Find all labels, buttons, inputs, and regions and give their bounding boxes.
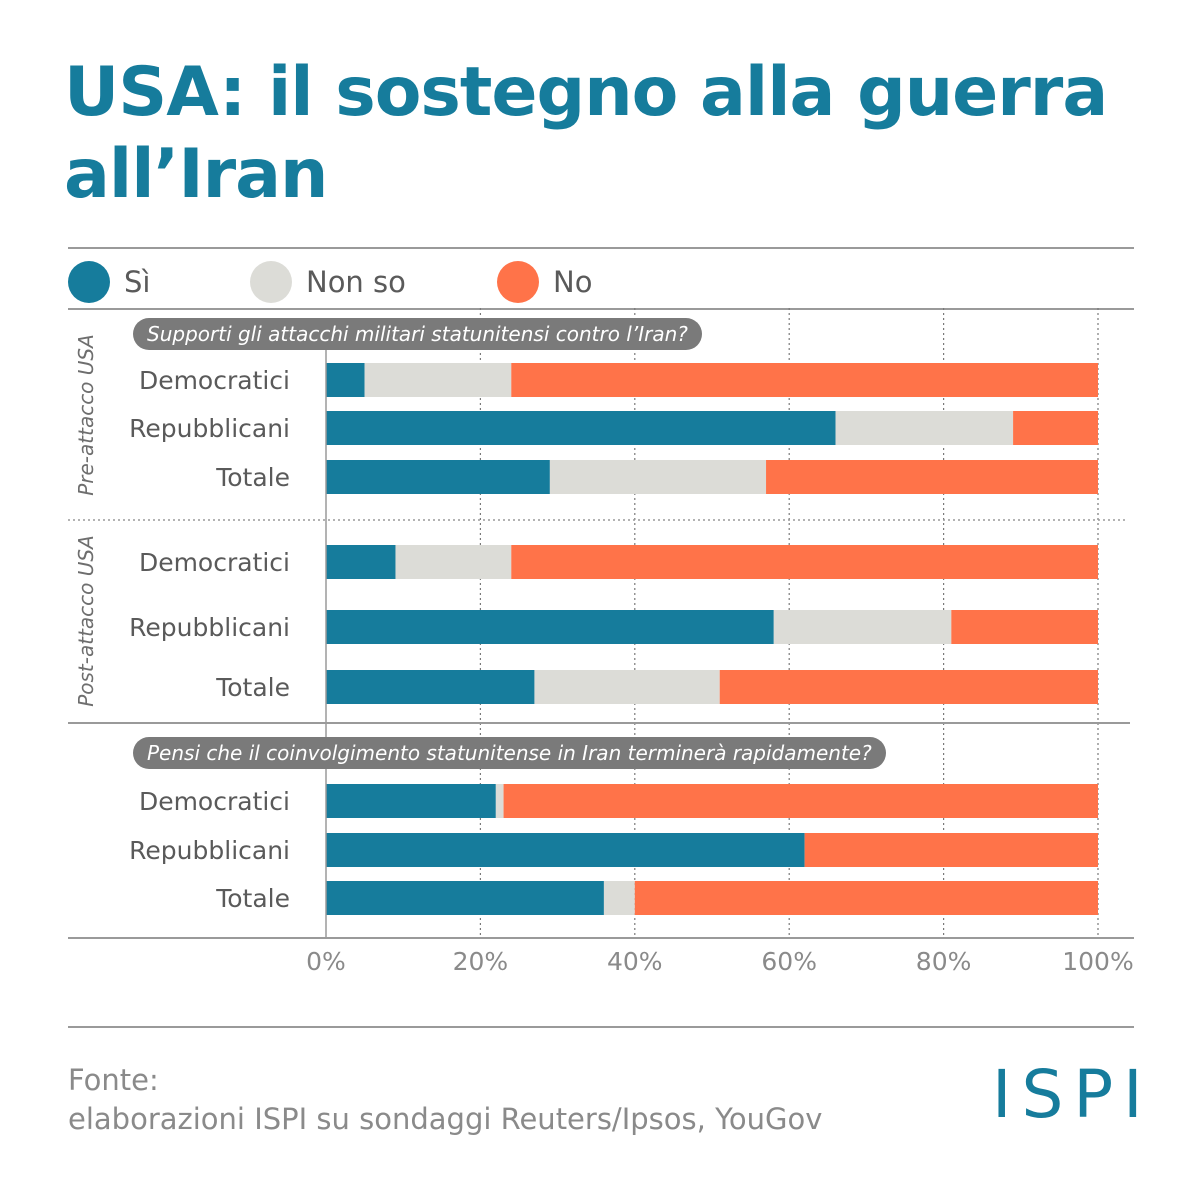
category-label-g2-repubblicani: Repubblicani: [129, 613, 290, 642]
category-label-g3-democratici: Democratici: [139, 787, 290, 816]
bar-g1-repubblicani-non-so: [835, 411, 1014, 445]
question-1: Supporti gli attacchi militari statunite…: [133, 318, 702, 350]
bar-g2-totale-non-so: [534, 670, 720, 704]
divider-top: [68, 247, 1134, 249]
bar-g3-totale-non-so: [603, 881, 635, 915]
bar-g3-democratici-no: [503, 784, 1098, 818]
legend-item-si: Sì: [68, 256, 150, 308]
legend-swatch-non-so: [250, 261, 292, 303]
tick-label-80: 80%: [916, 947, 972, 976]
tick-label-100: 100%: [1062, 947, 1133, 976]
tick-label-20: 20%: [453, 947, 509, 976]
bar-g1-totale-non-so: [549, 460, 767, 494]
section-label-post: Post-attacco USA: [74, 535, 98, 707]
category-label-g2-totale: Totale: [215, 673, 290, 702]
bar-g1-repubblicani-si: [326, 411, 836, 445]
bar-g2-democratici-si: [326, 545, 396, 579]
bar-g3-repubblicani-si: [326, 833, 805, 867]
category-label-g2-democratici: Democratici: [139, 548, 290, 577]
bar-g3-democratici-non-so: [495, 784, 504, 818]
legend-swatch-no: [497, 261, 539, 303]
legend-swatch-si: [68, 261, 110, 303]
bar-g2-totale-si: [326, 670, 535, 704]
divider-legend: [68, 308, 1134, 310]
tick-labels: 0% 20% 40% 60% 80% 100%: [306, 947, 1134, 976]
legend-item-non-so: Non so: [250, 256, 406, 308]
category-label-g1-repubblicani: Repubblicani: [129, 414, 290, 443]
legend-item-no: No: [497, 256, 592, 308]
bar-g2-repubblicani-si: [326, 610, 774, 644]
bar-g2-repubblicani-non-so: [773, 610, 952, 644]
category-label-g1-democratici: Democratici: [139, 366, 290, 395]
category-label-g3-repubblicani: Repubblicani: [129, 836, 290, 865]
source-title: Fonte:: [68, 1063, 159, 1097]
bar-g2-democratici-non-so: [395, 545, 512, 579]
bar-g1-democratici-no: [511, 363, 1098, 397]
bars: [326, 363, 1098, 915]
tick-label-60: 60%: [761, 947, 817, 976]
bar-g3-totale-no: [634, 881, 1098, 915]
legend-label-non-so: Non so: [306, 265, 406, 299]
divider-bottom: [68, 1026, 1134, 1028]
tick-label-0: 0%: [306, 947, 346, 976]
chart-title: USA: il sostegno alla guerra all’Iran: [64, 53, 1108, 214]
source-text: elaborazioni ISPI su sondaggi Reuters/Ip…: [68, 1102, 823, 1136]
category-label-g1-totale: Totale: [215, 463, 290, 492]
legend-label-no: No: [553, 265, 593, 299]
bar-g1-democratici-si: [326, 363, 365, 397]
bar-g1-totale-no: [766, 460, 1098, 494]
tick-label-40: 40%: [607, 947, 663, 976]
bar-g3-totale-si: [326, 881, 604, 915]
section-label-pre: Pre-attacco USA: [74, 334, 98, 496]
question-2: Pensi che il coinvolgimento statunitense…: [133, 737, 886, 769]
bar-g2-democratici-no: [511, 545, 1098, 579]
bar-g1-repubblicani-no: [1013, 411, 1098, 445]
bar-g2-totale-no: [719, 670, 1098, 704]
ispi-logo: ISPI: [992, 1056, 1153, 1133]
legend-label-si: Sì: [124, 265, 151, 299]
bar-g1-totale-si: [326, 460, 550, 494]
category-labels: Democratici Repubblicani Totale Democratici…: [129, 366, 290, 913]
bar-g3-democratici-si: [326, 784, 496, 818]
bar-g3-repubblicani-no: [804, 833, 1098, 867]
category-label-g3-totale: Totale: [215, 884, 290, 913]
bar-g2-repubblicani-no: [951, 610, 1098, 644]
bar-g1-democratici-non-so: [364, 363, 512, 397]
